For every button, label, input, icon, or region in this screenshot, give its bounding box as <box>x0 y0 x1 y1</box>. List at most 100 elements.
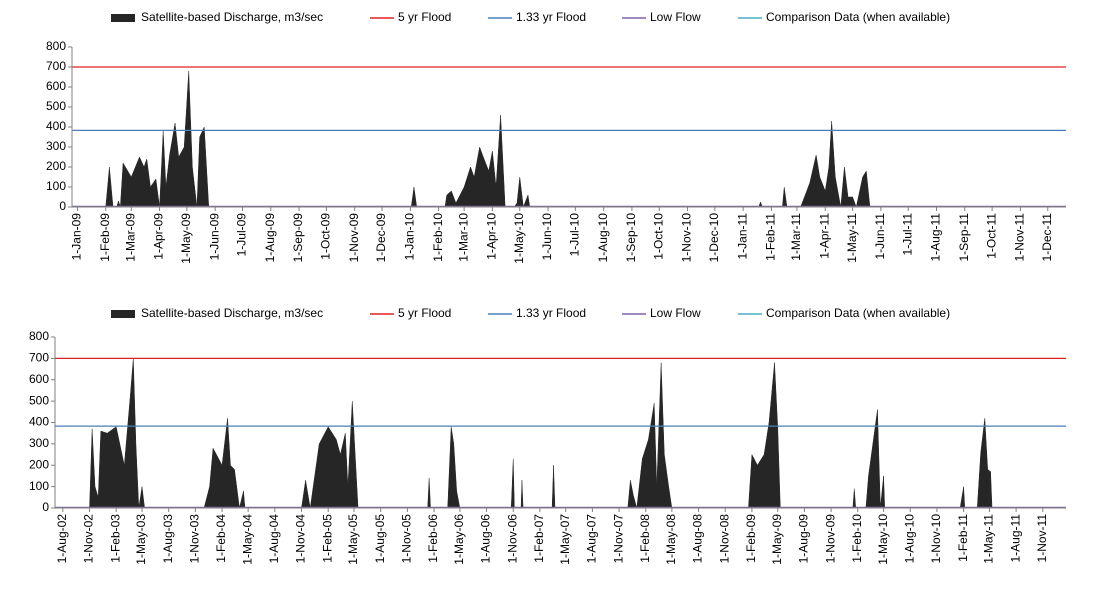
legend-swatch <box>111 310 135 318</box>
x-tick-label: 1-Nov-11 <box>1035 514 1049 563</box>
y-tick-label: 0 <box>59 199 66 213</box>
x-tick-label: 1-Nov-05 <box>400 514 414 564</box>
legend-label: 1.33 yr Flood <box>516 10 586 24</box>
y-tick-label: 400 <box>46 119 66 133</box>
x-tick-label: 1-Nov-11 <box>1013 213 1027 262</box>
x-tick-label: 1-Apr-09 <box>152 213 166 260</box>
x-tick-label: 1-Feb-11 <box>956 514 970 562</box>
discharge-area <box>72 70 1066 208</box>
x-tick-label: 1-May-10 <box>876 514 890 565</box>
x-tick-label: 1-May-09 <box>770 514 784 565</box>
legend-swatch <box>111 14 135 22</box>
y-tick-label: 700 <box>29 351 49 365</box>
x-tick-label: 1-Jul-11 <box>900 213 914 256</box>
legend-label: Comparison Data (when available) <box>766 10 950 24</box>
x-tick-label: 1-Sep-10 <box>624 213 638 263</box>
discharge-area <box>55 358 1066 509</box>
x-tick-label: 1-Feb-08 <box>638 514 652 563</box>
x-tick-label: 1-Jun-09 <box>207 213 221 261</box>
x-tick-label: 1-Nov-09 <box>347 213 361 263</box>
x-tick-label: 1-Aug-10 <box>902 514 916 564</box>
x-tick-label: 1-Feb-09 <box>744 514 758 563</box>
y-tick-label: 700 <box>46 59 66 73</box>
y-tick-label: 600 <box>29 372 49 386</box>
x-tick-label: 1-May-10 <box>512 213 526 264</box>
legend-label: Satellite-based Discharge, m3/sec <box>141 306 323 320</box>
y-tick-label: 500 <box>46 99 66 113</box>
x-tick-label: 1-Mar-10 <box>456 213 470 262</box>
x-tick-label: 1-May-04 <box>240 514 254 565</box>
x-tick-label: 1-Aug-04 <box>267 514 281 564</box>
x-tick-label: 1-Aug-05 <box>373 514 387 564</box>
y-tick-label: 800 <box>46 39 66 53</box>
x-tick-label: 1-Dec-11 <box>1040 213 1054 262</box>
y-tick-label: 400 <box>29 415 49 429</box>
x-tick-label: 1-Jan-10 <box>402 213 416 261</box>
x-tick-label: 1-Feb-10 <box>850 514 864 563</box>
x-tick-label: 1-Feb-03 <box>108 514 122 563</box>
legend-label: 1.33 yr Flood <box>516 306 586 320</box>
x-tick-label: 1-Feb-05 <box>320 514 334 563</box>
x-tick-label: 1-Jul-09 <box>235 213 249 257</box>
legend-label: 5 yr Flood <box>398 10 451 24</box>
x-tick-label: 1-Jan-11 <box>735 213 749 260</box>
legend-label: Comparison Data (when available) <box>766 306 950 320</box>
y-tick-label: 0 <box>42 500 49 514</box>
x-tick-label: 1-Jun-10 <box>540 213 554 261</box>
x-tick-label: 1-Jul-10 <box>568 213 582 257</box>
x-tick-label: 1-Dec-10 <box>707 213 721 263</box>
x-tick-label: 1-Aug-09 <box>797 514 811 564</box>
x-tick-label: 1-Aug-10 <box>596 213 610 263</box>
y-tick-label: 600 <box>46 79 66 93</box>
x-tick-label: 1-Feb-10 <box>431 213 445 262</box>
x-tick-label: 1-Aug-08 <box>691 514 705 564</box>
x-tick-label: 1-Nov-10 <box>929 514 943 564</box>
x-tick-label: 1-Oct-10 <box>651 213 665 260</box>
x-tick-label: 1-Jun-11 <box>873 213 887 260</box>
x-tick-label: 1-May-07 <box>558 514 572 565</box>
y-tick-label: 500 <box>29 393 49 407</box>
x-tick-label: 1-Nov-07 <box>611 514 625 564</box>
x-tick-label: 1-Feb-04 <box>214 514 228 563</box>
x-tick-label: 1-Jan-09 <box>70 213 84 261</box>
x-tick-label: 1-Mar-09 <box>123 213 137 262</box>
legend-label: Low Flow <box>650 10 701 24</box>
x-tick-label: 1-Nov-09 <box>823 514 837 564</box>
x-tick-label: 1-Aug-11 <box>1008 514 1022 563</box>
y-tick-label: 300 <box>29 436 49 450</box>
y-tick-label: 300 <box>46 139 66 153</box>
x-tick-label: 1-Nov-02 <box>82 514 96 564</box>
x-tick-label: 1-Aug-02 <box>55 514 69 564</box>
y-tick-label: 100 <box>46 179 66 193</box>
legend-label: Satellite-based Discharge, m3/sec <box>141 10 323 24</box>
y-tick-label: 200 <box>29 457 49 471</box>
x-tick-label: 1-Nov-10 <box>680 213 694 263</box>
x-tick-label: 1-Aug-09 <box>263 213 277 263</box>
x-tick-label: 1-Feb-06 <box>426 514 440 563</box>
x-tick-label: 1-May-11 <box>845 213 859 263</box>
x-tick-label: 1-May-06 <box>452 514 466 565</box>
x-tick-label: 1-May-09 <box>179 213 193 264</box>
x-tick-label: 1-Oct-09 <box>319 213 333 260</box>
y-tick-label: 100 <box>29 479 49 493</box>
x-tick-label: 1-Nov-04 <box>294 514 308 564</box>
x-tick-label: 1-Sep-11 <box>957 213 971 262</box>
x-tick-label: 1-Apr-11 <box>817 213 831 259</box>
x-tick-label: 1-May-08 <box>664 514 678 565</box>
x-tick-label: 1-Feb-09 <box>98 213 112 262</box>
x-tick-label: 1-Aug-03 <box>161 514 175 564</box>
legend-label: Low Flow <box>650 306 701 320</box>
x-tick-label: 1-Feb-07 <box>532 514 546 563</box>
x-tick-label: 1-Apr-10 <box>485 213 499 260</box>
x-tick-label: 1-Aug-06 <box>479 514 493 564</box>
x-tick-label: 1-Aug-07 <box>585 514 599 564</box>
legend-label: 5 yr Flood <box>398 306 451 320</box>
x-tick-label: 1-Nov-03 <box>188 514 202 564</box>
x-tick-label: 1-Nov-08 <box>717 514 731 564</box>
x-tick-label: 1-Nov-06 <box>505 514 519 564</box>
x-tick-label: 1-May-03 <box>134 514 148 565</box>
y-tick-label: 800 <box>29 329 49 343</box>
x-tick-label: 1-May-05 <box>346 514 360 565</box>
x-tick-label: 1-Oct-11 <box>984 213 998 259</box>
